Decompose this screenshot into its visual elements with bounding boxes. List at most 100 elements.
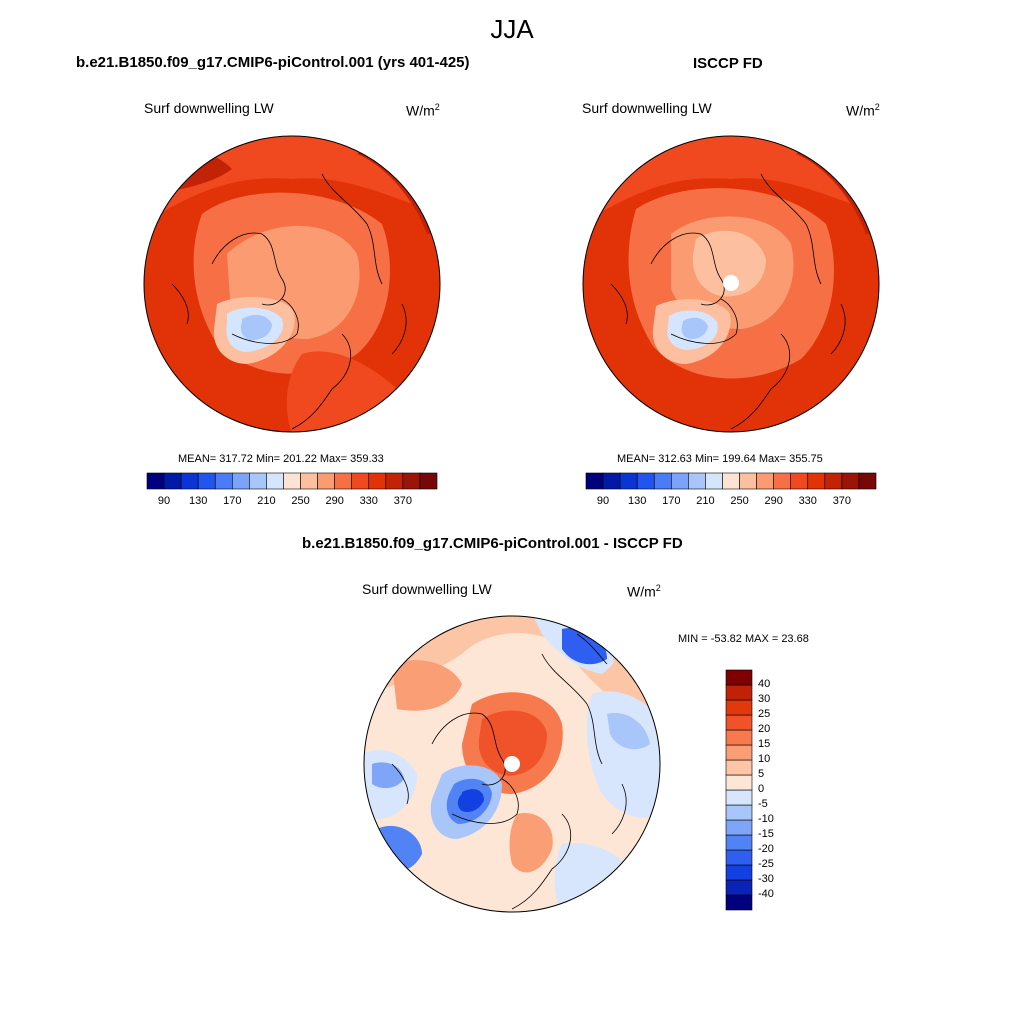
- panel3-colorbar-tick-label: 40: [758, 678, 771, 690]
- panel3-colorbar-tick-label: 20: [758, 723, 771, 735]
- panel1-colorbar-swatch: [317, 472, 335, 490]
- panel2-colorbar-swatch: [773, 472, 792, 490]
- panel1-colorbar-swatch: [146, 472, 165, 490]
- panel2-colorbar-tick-label: 90: [596, 495, 610, 507]
- panel1-colorbar-swatch: [402, 472, 421, 490]
- panel1-colorbar-swatch: [419, 472, 438, 490]
- panel2-colorbar-swatch: [790, 472, 809, 490]
- panel1-colorbar: [146, 472, 438, 490]
- panel1-colorbar-swatch: [214, 472, 233, 490]
- panel3-colorbar-tick-label: 15: [758, 738, 771, 750]
- panel1-colorbar-swatch: [197, 472, 216, 490]
- panel3-colorbar: [725, 669, 753, 911]
- panel1-colorbar-tick-label: 210: [257, 495, 276, 507]
- panel2-colorbar-swatch: [756, 472, 774, 490]
- panel3-colorbar-swatch: [725, 774, 753, 791]
- panel2-colorbar-swatch: [807, 472, 826, 490]
- panel1-colorbar-swatch: [249, 472, 267, 490]
- figure-title: JJA: [490, 14, 534, 44]
- panel1-colorbar-tick-label: 130: [188, 495, 208, 507]
- panel1-colorbar-swatch: [334, 472, 353, 490]
- panel2-colorbar-tick-label: 210: [696, 495, 715, 507]
- panel2-colorbar-tick-label: 330: [798, 495, 817, 507]
- panel2-colorbar-swatch: [653, 472, 672, 490]
- panel2-colorbar-swatch: [739, 472, 757, 490]
- panel1-colorbar-swatch: [368, 472, 387, 490]
- panel1-colorbar-tick-label: 370: [393, 495, 413, 507]
- panel2-colorbar-swatch: [722, 472, 740, 490]
- panel2-colorbar-swatch: [602, 472, 621, 490]
- panel2-colorbar-swatch: [858, 472, 877, 490]
- panel3-colorbar-swatch: [725, 879, 753, 896]
- panel2-colorbar-swatch: [688, 472, 706, 490]
- panel2-colorbar-swatch: [705, 472, 723, 490]
- panel1-colorbar-tick-label: 90: [157, 495, 171, 507]
- panel3-units: W/m2: [627, 583, 661, 600]
- panel2-polar-map: [582, 135, 880, 433]
- panel1-colorbar-tick-label: 170: [223, 495, 242, 507]
- panel3-colorbar-tick-label: -40: [758, 888, 774, 900]
- panel3-colorbar-swatch: [725, 669, 753, 686]
- panel3-colorbar-tick-label: -15: [758, 828, 774, 840]
- panel1-title: b.e21.B1850.f09_g17.CMIP6-piControl.001 …: [76, 54, 470, 71]
- panel1-colorbar-swatch: [351, 472, 370, 490]
- panel3-colorbar-swatch: [725, 804, 753, 821]
- panel3-colorbar-labels: -40 -30 -25 -20 -15 -10 -5 0 5 10 15 20 25 30 40: [758, 670, 798, 910]
- panel3-colorbar-tick-label: -20: [758, 843, 774, 855]
- panel3-colorbar-swatch: [725, 699, 753, 716]
- panel3-colorbar-tick-label: 30: [758, 693, 771, 705]
- panel1-colorbar-swatch: [163, 472, 182, 490]
- panel3-colorbar-swatch: [725, 864, 753, 881]
- panel2-colorbar-tick-label: 170: [662, 495, 681, 507]
- panel3-variable-label: Surf downwelling LW: [362, 581, 492, 597]
- panel2-colorbar-swatch: [824, 472, 843, 490]
- panel3-stats: MIN = -53.82 MAX = 23.68: [678, 633, 809, 645]
- panel1-colorbar-swatch: [231, 472, 250, 490]
- panel1-variable-label: Surf downwelling LW: [144, 100, 274, 116]
- panel3-colorbar-tick-label: 10: [758, 753, 771, 765]
- panel2-colorbar-labels: 90 130 170 210 250 290 330 370: [586, 495, 876, 509]
- panel1-polar-map: [143, 135, 441, 433]
- panel3-colorbar-tick-label: -10: [758, 813, 774, 825]
- panel1-colorbar-swatch: [266, 472, 284, 490]
- panel1-colorbar-tick-label: 250: [291, 495, 310, 507]
- panel1-colorbar-tick-label: 330: [359, 495, 378, 507]
- panel3-colorbar-swatch: [725, 729, 753, 746]
- panel2-colorbar-tick-label: 290: [764, 495, 783, 507]
- panel3-colorbar-tick-label: -30: [758, 873, 774, 885]
- panel2-colorbar-swatch: [841, 472, 860, 490]
- panel2-colorbar-swatch: [670, 472, 689, 490]
- panel2-colorbar-swatch: [585, 472, 604, 490]
- panel1-colorbar-swatch: [180, 472, 199, 490]
- panel3-colorbar-tick-label: 0: [758, 783, 765, 795]
- panel2-stats: MEAN= 312.63 Min= 199.64 Max= 355.75: [617, 453, 823, 465]
- panel2-colorbar-swatch: [619, 472, 638, 490]
- panel3-colorbar-swatch: [725, 834, 753, 851]
- panel3-colorbar-swatch: [725, 849, 753, 866]
- panel2-colorbar-tick-label: 130: [627, 495, 647, 507]
- panel2-title: ISCCP FD: [693, 55, 763, 72]
- panel3-colorbar-swatch: [725, 789, 753, 806]
- panel1-colorbar-tick-label: 290: [325, 495, 344, 507]
- panel2-colorbar-swatch: [636, 472, 655, 490]
- panel1-stats: MEAN= 317.72 Min= 201.22 Max= 359.33: [178, 453, 384, 465]
- panel3-colorbar-swatch: [725, 744, 753, 761]
- panel3-colorbar-swatch: [725, 759, 753, 776]
- panel3-colorbar-swatch: [725, 894, 753, 911]
- panel3-colorbar-tick-label: -5: [758, 798, 768, 810]
- panel3-colorbar-swatch: [725, 714, 753, 731]
- panel1-colorbar-swatch: [385, 472, 404, 490]
- panel2-colorbar: [585, 472, 877, 490]
- panel3-colorbar-tick-label: 25: [758, 708, 771, 720]
- panel1-colorbar-swatch: [283, 472, 301, 490]
- panel3-polar-map: [363, 615, 661, 913]
- panel3-title: b.e21.B1850.f09_g17.CMIP6-piControl.001 …: [302, 535, 683, 552]
- panel3-colorbar-swatch: [725, 684, 753, 701]
- panel2-colorbar-tick-label: 370: [832, 495, 852, 507]
- panel3-colorbar-tick-label: -25: [758, 858, 774, 870]
- panel2-units: W/m2: [846, 102, 880, 119]
- panel1-colorbar-swatch: [300, 472, 318, 490]
- panel2-colorbar-tick-label: 250: [730, 495, 749, 507]
- panel2-variable-label: Surf downwelling LW: [582, 100, 712, 116]
- panel3-colorbar-tick-label: 5: [758, 768, 765, 780]
